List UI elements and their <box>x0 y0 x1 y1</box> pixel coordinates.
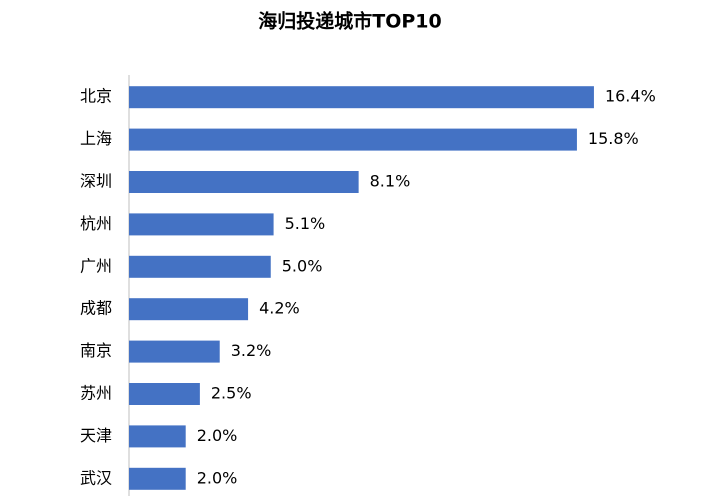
bar <box>129 171 359 193</box>
chart-title: 海归投递城市TOP10 <box>258 10 441 33</box>
bar <box>129 467 186 490</box>
bar <box>129 213 274 236</box>
y-tick-label: 深圳 <box>80 172 112 191</box>
y-tick-label: 杭州 <box>80 214 112 233</box>
bar <box>129 128 577 151</box>
data-label: 8.1% <box>370 172 411 191</box>
data-label: 2.5% <box>211 384 252 403</box>
y-tick-label: 成都 <box>80 299 112 318</box>
data-label: 2.0% <box>197 468 238 487</box>
bar <box>129 340 220 363</box>
y-tick-label: 广州 <box>80 256 112 275</box>
bar <box>129 255 271 278</box>
bar <box>129 298 249 321</box>
data-label: 2.0% <box>197 426 238 445</box>
y-tick-label: 苏州 <box>80 384 112 403</box>
y-tick-label: 武汉 <box>80 468 112 487</box>
bar <box>129 425 186 448</box>
bar <box>129 86 594 109</box>
y-tick-label: 北京 <box>80 87 112 106</box>
y-tick-label: 天津 <box>80 426 112 445</box>
data-label: 5.1% <box>285 214 326 233</box>
data-label: 15.8% <box>588 129 639 148</box>
y-tick-label: 南京 <box>80 341 112 360</box>
bar <box>129 383 200 405</box>
data-label: 3.2% <box>231 341 272 360</box>
data-label: 16.4% <box>605 87 656 106</box>
data-label: 5.0% <box>282 256 323 275</box>
data-label: 4.2% <box>259 299 300 318</box>
y-tick-label: 上海 <box>80 129 112 148</box>
